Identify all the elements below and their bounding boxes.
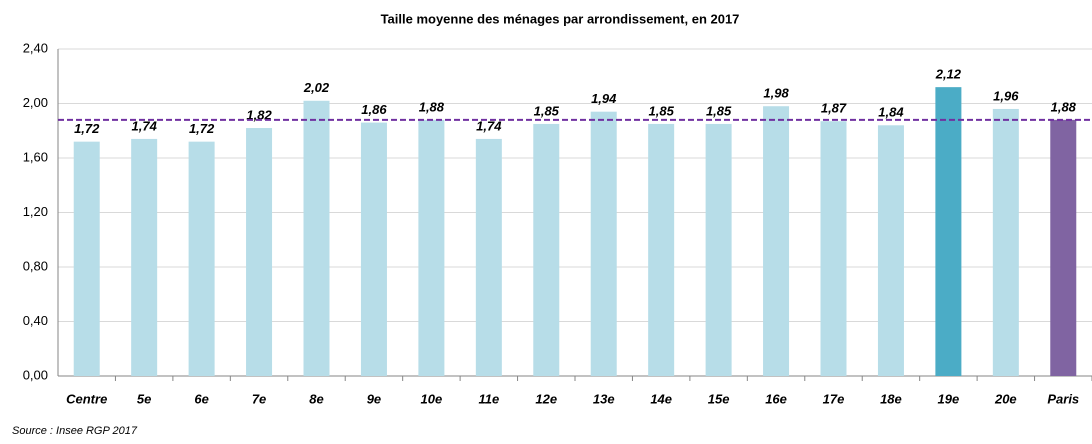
bar [992, 108, 1019, 376]
data-label: 1,88 [419, 99, 445, 114]
y-tick-label: 1,60 [23, 149, 48, 164]
bar [763, 106, 790, 376]
bar [877, 125, 904, 376]
x-tick-label: Paris [1047, 391, 1079, 406]
bar [1050, 119, 1077, 376]
data-label: 1,85 [534, 103, 560, 118]
bar [418, 119, 445, 376]
x-tick-label: 15e [708, 391, 730, 406]
data-label: 1,74 [132, 118, 158, 133]
x-tick-label: 11e [478, 391, 499, 406]
data-label: 1,96 [993, 88, 1019, 103]
x-tick-label: 18e [880, 391, 902, 406]
data-label: 2,02 [303, 80, 330, 95]
data-label: 1,88 [1051, 99, 1077, 114]
data-label: 1,74 [476, 118, 502, 133]
x-tick-label: 9e [367, 391, 381, 406]
bar [73, 141, 100, 376]
x-tick-label: 19e [938, 391, 960, 406]
x-tick-label: 13e [593, 391, 615, 406]
y-tick-label: 2,40 [23, 40, 48, 55]
bar [820, 121, 847, 377]
data-label: 1,85 [706, 103, 732, 118]
data-label: 1,86 [361, 102, 387, 117]
x-tick-label: 17e [823, 391, 845, 406]
chart-title: Taille moyenne des ménages par arrondiss… [381, 11, 740, 26]
bar [475, 138, 502, 376]
bar [590, 111, 617, 377]
x-tick-label: Centre [66, 391, 107, 406]
x-tick-label: 14e [650, 391, 672, 406]
x-tick-label: 5e [137, 391, 151, 406]
data-label: 1,72 [74, 121, 100, 136]
x-tick-label: 12e [535, 391, 557, 406]
bar [131, 138, 158, 376]
data-label: 2,12 [935, 67, 962, 82]
data-label: 1,84 [878, 105, 904, 120]
y-tick-label: 0,00 [23, 367, 48, 382]
bar [705, 123, 732, 376]
data-label: 1,82 [246, 107, 272, 122]
data-label: 1,94 [591, 91, 617, 106]
x-tick-label: 7e [252, 391, 266, 406]
bar [533, 123, 560, 376]
x-tick-label: 10e [421, 391, 443, 406]
data-label: 1,85 [649, 103, 675, 118]
bar [648, 123, 675, 376]
data-label: 1,72 [189, 121, 215, 136]
y-tick-label: 0,40 [23, 313, 48, 328]
y-tick-label: 0,80 [23, 258, 48, 273]
x-tick-label: 6e [194, 391, 208, 406]
bar [246, 128, 273, 376]
bar [935, 87, 962, 377]
x-tick-label: 8e [309, 391, 323, 406]
source: Source : Insee RGP 2017 [12, 425, 138, 437]
data-label: 1,87 [821, 101, 847, 116]
bar [360, 122, 387, 376]
x-tick-label: 16e [765, 391, 787, 406]
x-tick-label: 20e [994, 391, 1017, 406]
y-tick-label: 2,00 [23, 95, 48, 110]
bar [303, 100, 330, 377]
bar [188, 141, 215, 376]
y-tick-label: 1,20 [23, 204, 48, 219]
data-label: 1,98 [763, 86, 789, 101]
